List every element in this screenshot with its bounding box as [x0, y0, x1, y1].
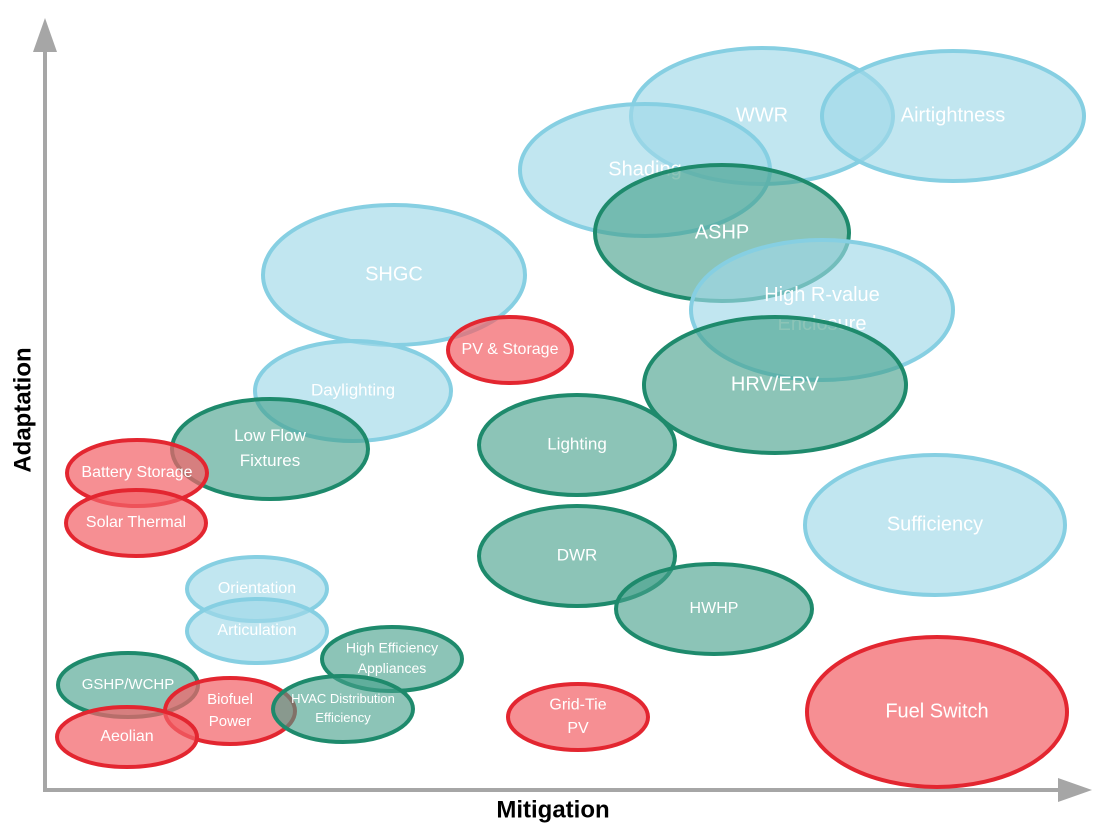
y-axis-label: Adaptation [9, 347, 36, 472]
node: GSHP/WCHP [56, 651, 200, 719]
node-label: DWR [557, 545, 598, 564]
node-label: Biofuel [207, 691, 253, 708]
node-ellipse [805, 635, 1069, 789]
node: Airtightness [820, 49, 1086, 183]
node-ellipse [64, 488, 208, 558]
node-ellipse [477, 504, 677, 608]
node: Biofuel Power [163, 676, 297, 746]
node: HWHP [614, 562, 814, 656]
node-label: PV [567, 720, 589, 737]
node-label: GSHP/WCHP [82, 676, 175, 693]
node: Solar Thermal [64, 488, 208, 558]
x-axis-label: Mitigation [496, 796, 609, 823]
node-label: Fuel Switch [885, 700, 988, 722]
node-label: Efficiency [315, 710, 371, 725]
y-axis-arrow [33, 18, 57, 52]
node-label: WWR [736, 104, 788, 126]
node-label: Power [209, 713, 252, 730]
node-label: Articulation [217, 622, 296, 639]
node-ellipse [477, 393, 677, 497]
node-ellipse [55, 705, 199, 769]
node: SHGC [261, 203, 527, 347]
node: HRV/ERV [642, 315, 908, 455]
node-ellipse [803, 453, 1067, 597]
node-label: Daylighting [311, 380, 395, 399]
node-ellipse [271, 674, 415, 744]
node-label: ASHP [695, 221, 749, 243]
node-label: HVAC Distribution [291, 691, 395, 706]
node-label: Battery Storage [81, 464, 192, 481]
node-label: SHGC [365, 263, 423, 285]
node-label: Airtightness [901, 104, 1006, 126]
node: Aeolian [55, 705, 199, 769]
node-ellipse [506, 682, 650, 752]
node: Sufficiency [803, 453, 1067, 597]
axes: Mitigation Adaptation [9, 18, 1092, 823]
node-label: HRV/ERV [731, 373, 820, 395]
x-axis-arrow [1058, 778, 1092, 802]
node-ellipse [642, 315, 908, 455]
node: HVAC Distribution Efficiency [271, 674, 415, 744]
node-label: Low Flow [234, 426, 307, 445]
node-label: High R-value [764, 284, 880, 306]
node-ellipse [614, 562, 814, 656]
node-label: Lighting [547, 434, 607, 453]
node-ellipse [446, 315, 574, 385]
node: Lighting [477, 393, 677, 497]
node: Grid-Tie PV [506, 682, 650, 752]
node-label: Fixtures [240, 451, 300, 470]
node-label: Orientation [218, 580, 296, 597]
node: Articulation [185, 597, 329, 665]
node: Fuel Switch [805, 635, 1069, 789]
node-label: Sufficiency [887, 513, 983, 535]
node-label: High Efficiency [346, 640, 438, 656]
node: PV & Storage [446, 315, 574, 385]
node-label: Aeolian [100, 728, 153, 745]
node-label: Solar Thermal [86, 514, 186, 531]
node-label: Appliances [358, 660, 427, 676]
node: DWR [477, 504, 677, 608]
node-ellipse [185, 597, 329, 665]
node-ellipse [820, 49, 1086, 183]
node-label: Grid-Tie [549, 697, 606, 714]
node-label: HWHP [690, 600, 739, 617]
node: Battery Storage [65, 438, 209, 508]
node-label: PV & Storage [462, 341, 559, 358]
